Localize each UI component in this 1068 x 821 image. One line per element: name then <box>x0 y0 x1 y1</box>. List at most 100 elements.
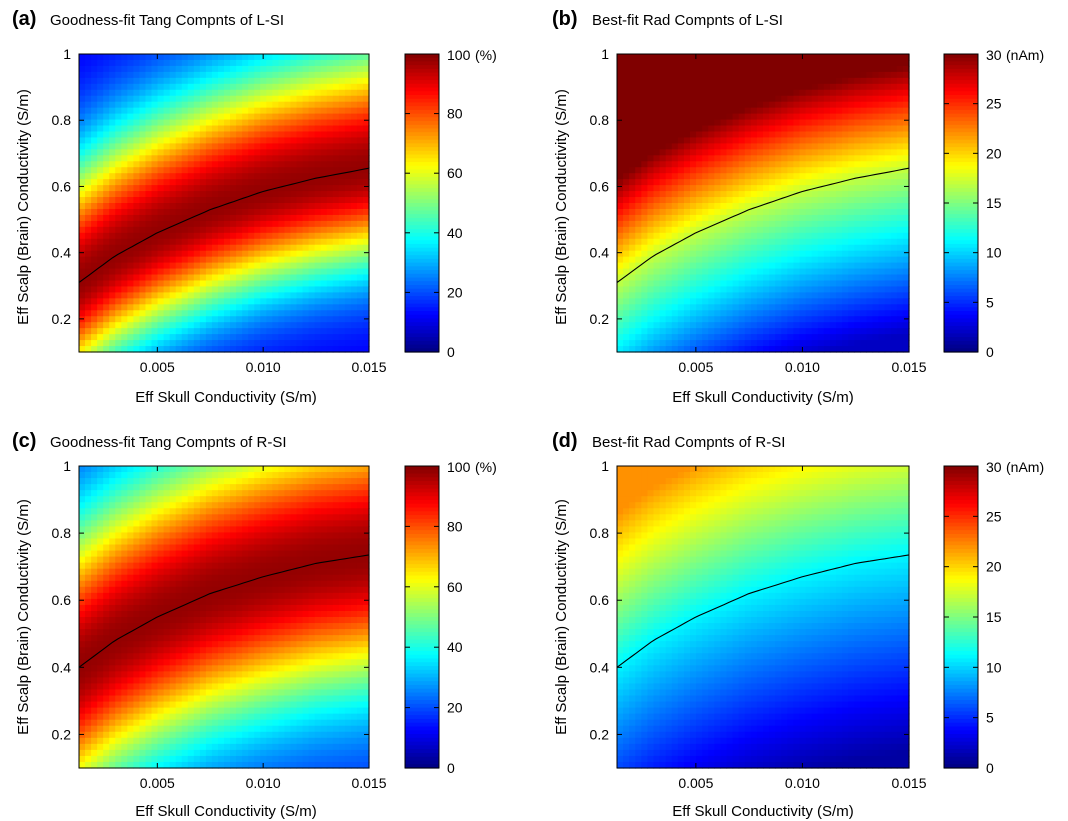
heatmap-cell <box>696 161 703 168</box>
heatmap-cell <box>799 298 807 305</box>
heatmap-cell <box>230 268 237 276</box>
heatmap-cell <box>314 316 322 323</box>
y-tick-label: 0.8 <box>590 112 610 128</box>
heatmap-cell <box>732 59 740 67</box>
heatmap-cell <box>653 280 661 288</box>
heatmap-cell <box>290 107 298 115</box>
colorbar-segment <box>944 121 978 126</box>
heatmap-cell <box>133 95 141 103</box>
heatmap-cell <box>671 155 679 162</box>
heatmap-cell <box>344 113 352 121</box>
heatmap-cell <box>127 95 134 103</box>
heatmap-cell <box>338 256 346 264</box>
heatmap-cell <box>97 131 104 139</box>
heatmap-cell <box>193 107 201 115</box>
heatmap-cell <box>860 131 868 139</box>
heatmap-cell <box>193 95 201 103</box>
heatmap-cell <box>278 328 286 335</box>
heatmap-cell <box>163 292 171 299</box>
heatmap-cell <box>902 203 910 210</box>
heatmap-cell <box>744 232 752 240</box>
heatmap-cell <box>854 334 861 341</box>
heatmap-cell <box>775 298 782 305</box>
heatmap-cell <box>224 238 231 246</box>
heatmap-cell <box>103 214 110 222</box>
heatmap-cell <box>823 113 831 121</box>
heatmap-cell <box>842 89 849 97</box>
heatmap-cell <box>671 197 679 204</box>
heatmap-cell <box>829 95 837 103</box>
heatmap-cell <box>671 203 679 210</box>
heatmap-cell <box>121 292 128 299</box>
heatmap-cell <box>85 310 92 317</box>
heatmap-cell <box>296 101 304 109</box>
heatmap-cell <box>878 119 886 127</box>
heatmap-cell <box>647 334 655 341</box>
heatmap-cell <box>763 167 770 174</box>
heatmap-cell <box>799 191 807 198</box>
heatmap-cell <box>127 65 134 73</box>
heatmap-cell <box>750 280 758 288</box>
heatmap-cell <box>121 131 128 139</box>
heatmap-cell <box>769 250 776 258</box>
heatmap-cell <box>163 334 171 341</box>
heatmap-cell <box>79 149 86 156</box>
heatmap-cell <box>854 310 861 317</box>
heatmap-cell <box>750 107 758 115</box>
heatmap-cell <box>708 137 715 144</box>
heatmap-cell <box>647 244 655 252</box>
heatmap-cell <box>338 161 346 168</box>
heatmap-cell <box>884 125 892 133</box>
heatmap-cell <box>332 268 340 276</box>
heatmap-cell <box>320 346 328 353</box>
heatmap-cell <box>278 131 286 139</box>
heatmap-cell <box>260 208 267 216</box>
heatmap-cell <box>671 208 679 216</box>
heatmap-cell <box>157 197 165 204</box>
heatmap-cell <box>836 274 843 282</box>
heatmap-cell <box>127 322 134 329</box>
heatmap-cell <box>278 316 286 323</box>
heatmap-cell <box>756 137 764 144</box>
heatmap-cell <box>750 244 758 252</box>
heatmap-cell <box>332 280 340 288</box>
heatmap-cell <box>793 173 801 180</box>
heatmap-cell <box>151 244 159 252</box>
heatmap-cell <box>629 119 636 127</box>
heatmap-cell <box>878 185 886 192</box>
heatmap-cell <box>823 298 831 305</box>
heatmap-cell <box>139 173 147 180</box>
heatmap-cell <box>756 220 764 228</box>
heatmap-cell <box>242 107 249 115</box>
heatmap-cell <box>732 119 740 127</box>
heatmap-cell <box>836 155 843 162</box>
heatmap-cell <box>623 244 630 252</box>
heatmap-cell <box>326 197 334 204</box>
heatmap-cell <box>690 274 697 282</box>
heatmap-cell <box>163 65 171 73</box>
heatmap-cell <box>726 250 734 258</box>
heatmap-cell <box>720 83 728 91</box>
heatmap-cell <box>738 238 746 246</box>
heatmap-cell <box>823 238 831 246</box>
heatmap-cell <box>224 316 231 323</box>
colorbar-segment <box>405 109 439 115</box>
heatmap-cell <box>211 226 219 234</box>
heatmap-cell <box>720 65 728 73</box>
heatmap-cell <box>647 167 655 174</box>
heatmap-cell <box>211 244 219 252</box>
heatmap-cell <box>91 101 98 109</box>
heatmap-cell <box>902 179 910 186</box>
heatmap-cell <box>787 328 795 335</box>
heatmap-cell <box>308 232 316 240</box>
heatmap-cell <box>744 268 752 276</box>
heatmap-cell <box>769 119 776 127</box>
heatmap-cell <box>350 77 358 85</box>
heatmap-cell <box>127 292 134 299</box>
heatmap-cell <box>769 220 776 228</box>
heatmap-cell <box>902 83 910 91</box>
heatmap-cell <box>193 256 201 264</box>
heatmap-cell <box>690 107 697 115</box>
heatmap-cell <box>296 334 304 341</box>
heatmap-cell <box>860 346 868 353</box>
